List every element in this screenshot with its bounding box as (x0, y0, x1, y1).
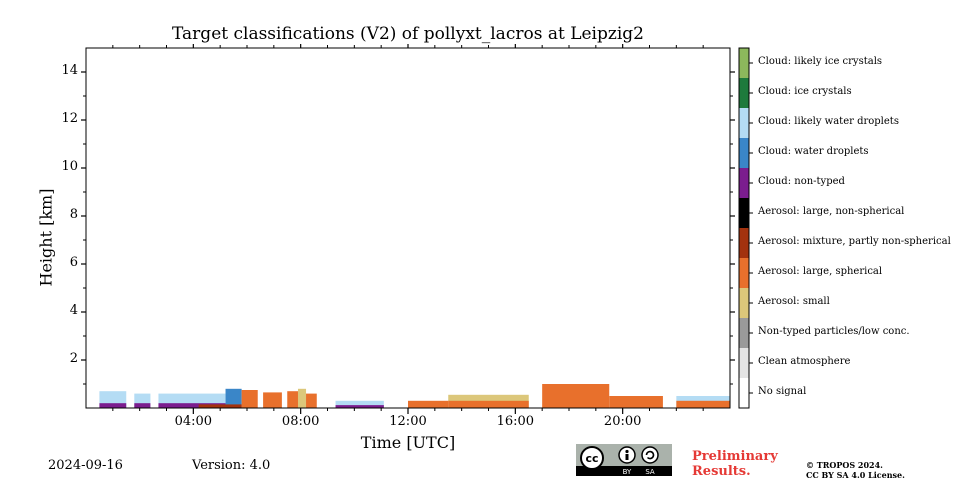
colorbar-swatch (739, 258, 749, 288)
data-cell (263, 392, 282, 408)
colorbar-label: Cloud: ice crystals (758, 86, 852, 97)
cc-text: cc (585, 452, 598, 465)
colorbar-swatch (739, 198, 749, 228)
colorbar-swatch (739, 288, 749, 318)
colorbar-label: Aerosol: large, spherical (758, 266, 883, 277)
colorbar-swatch (739, 168, 749, 198)
data-cell (241, 390, 258, 408)
data-cell (225, 388, 242, 408)
copyright-line-1: © TROPOS 2024. (806, 460, 883, 470)
data-cell (158, 403, 226, 408)
colorbar-swatch (739, 348, 749, 378)
x-tick-label: 12:00 (389, 414, 427, 429)
data-cell (676, 400, 730, 408)
data-cell (99, 403, 127, 408)
data-cell (297, 388, 307, 408)
by-text: BY (623, 468, 632, 476)
colorbar-frame (738, 47, 750, 409)
data-cell (609, 396, 663, 408)
x-tick-label: 16:00 (496, 414, 535, 429)
data-cell (134, 403, 151, 408)
x-tick-label: 08:00 (281, 414, 320, 429)
colorbar-label: Aerosol: small (758, 296, 830, 307)
colorbar-label: Cloud: water droplets (758, 146, 869, 157)
chart-title: Target classifications (V2) of pollyxt_l… (172, 24, 644, 44)
y-tick-label: 2 (69, 351, 78, 366)
colorbar-label: Non-typed particles/low conc. (758, 326, 910, 337)
copyright-line-2: CC BY SA 4.0 License. (806, 470, 905, 480)
data-cell (335, 400, 384, 408)
x-axis-label: Time [UTC] (360, 433, 456, 452)
colorbar-swatch (739, 108, 749, 138)
colorbar-label: Cloud: non-typed (758, 176, 845, 187)
y-tick-label: 14 (61, 63, 78, 78)
colorbar-label: Cloud: likely ice crystals (758, 56, 883, 67)
colorbar-label: Clean atmosphere (758, 356, 851, 367)
data-cell (542, 384, 610, 408)
data-cell (408, 400, 449, 408)
x-tick-label: 20:00 (603, 414, 642, 429)
colorbar-swatch (739, 138, 749, 168)
date-label: 2024-09-16 (48, 458, 123, 473)
colorbar-label: No signal (758, 386, 807, 397)
data-cell (448, 400, 529, 408)
preliminary-results-note: Preliminary Results. (692, 449, 778, 479)
cc-license-badge: cc BY SA (576, 444, 672, 476)
y-tick-label: 10 (61, 159, 78, 174)
colorbar-swatch (739, 318, 749, 348)
colorbar-swatch (739, 48, 749, 78)
y-tick-label: 8 (69, 207, 78, 222)
x-tick-label: 04:00 (174, 414, 213, 429)
preliminary-line-2: Results. (692, 464, 751, 479)
sa-icon (641, 446, 659, 464)
data-cell (287, 391, 298, 408)
version-label: Version: 4.0 (192, 458, 271, 473)
data-cell (198, 404, 242, 408)
preliminary-line-1: Preliminary (692, 449, 778, 464)
sa-text: SA (645, 468, 655, 476)
data-cell (335, 405, 384, 408)
data-cell (306, 393, 317, 408)
plot-frame (85, 47, 731, 409)
copyright-note: © TROPOS 2024. CC BY SA 4.0 License. (806, 460, 905, 480)
colorbar-label: Aerosol: large, non-spherical (758, 206, 905, 217)
colorbar-label: Cloud: likely water droplets (758, 116, 899, 127)
y-tick-label: 4 (69, 303, 78, 318)
y-tick-label: 6 (69, 255, 78, 270)
colorbar-label: Aerosol: mixture, partly non-spherical (758, 236, 951, 247)
y-tick-label: 12 (61, 111, 78, 126)
colorbar-swatch (739, 378, 749, 408)
colorbar-swatch (739, 78, 749, 108)
colorbar-swatch (739, 228, 749, 258)
